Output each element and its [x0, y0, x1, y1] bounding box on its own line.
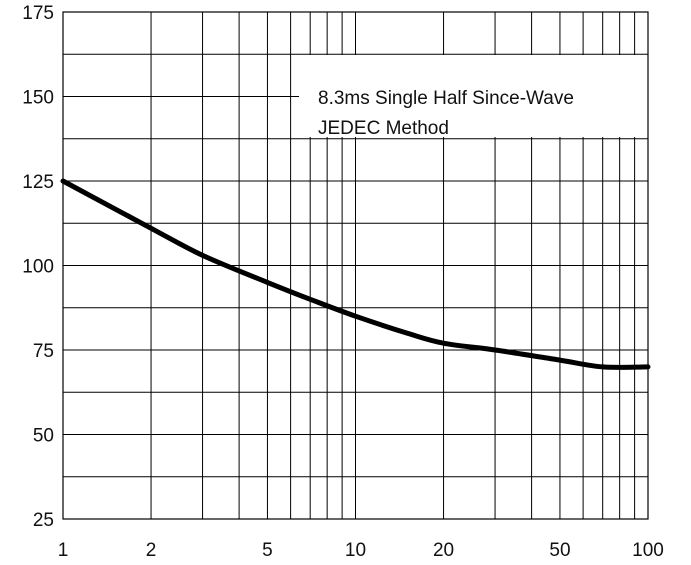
- annotation-line-1: 8.3ms Single Half Since-Wave: [318, 88, 574, 109]
- series-line-surge-current: [60, 178, 651, 370]
- y-tick-label: 175: [22, 3, 54, 24]
- x-tick-label: 10: [345, 540, 366, 561]
- y-tick-label: 125: [22, 172, 54, 193]
- y-axis-labels: 25 50 75 100 125 150 175: [22, 3, 54, 531]
- x-tick-label: 50: [549, 540, 570, 561]
- y-tick-label: 25: [33, 510, 54, 531]
- plot-frame: [62, 11, 649, 520]
- x-tick-label: 1: [58, 540, 69, 561]
- x-axis-labels: 1 2 5 10 20 50 100: [58, 540, 664, 561]
- x-tick-label: 20: [433, 540, 454, 561]
- y-tick-label: 100: [22, 257, 54, 278]
- x-tick-label: 5: [262, 540, 273, 561]
- y-tick-label: 75: [33, 341, 54, 362]
- annotation-box: [299, 55, 648, 137]
- annotation-line-2: JEDEC Method: [318, 118, 449, 139]
- x-tick-label: 100: [632, 540, 664, 561]
- x-tick-label: 2: [146, 540, 157, 561]
- y-tick-label: 150: [22, 88, 54, 109]
- y-tick-label: 50: [33, 426, 54, 447]
